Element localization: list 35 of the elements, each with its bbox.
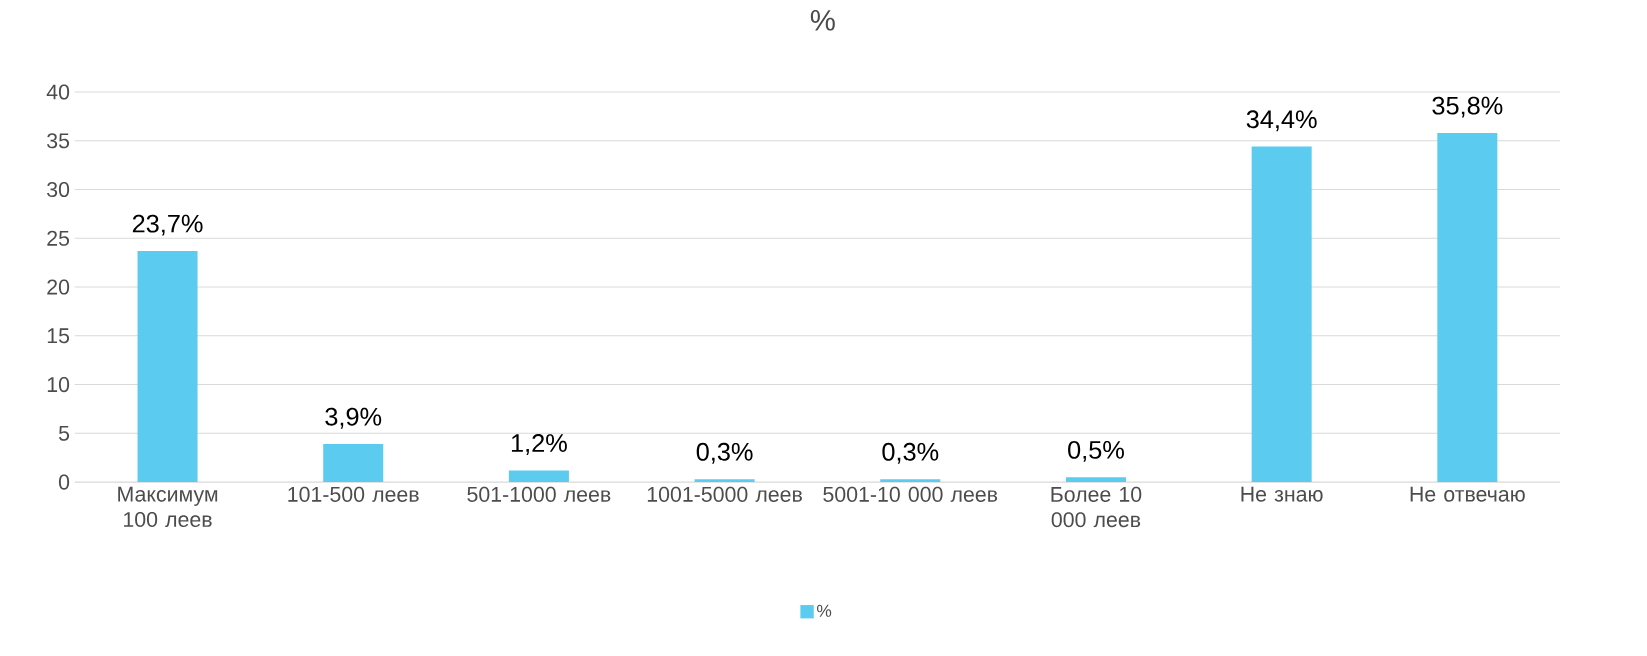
legend-label: % (817, 604, 832, 617)
data-label: 0,5% (1068, 440, 1124, 462)
bar (137, 250, 198, 483)
chart-title: % (810, 9, 835, 31)
x-tick-label: Не отвечаю (1410, 486, 1525, 502)
y-tick-label: 5 (58, 425, 70, 441)
bar (508, 470, 569, 483)
y-tick-label: 20 (47, 279, 70, 295)
y-tick-label: 15 (47, 328, 70, 344)
data-label: 0,3% (696, 442, 753, 464)
y-tick-label: 40 (46, 84, 70, 100)
x-tick-label: Не знаю (1241, 486, 1323, 502)
y-tick-label: 25 (47, 230, 70, 246)
x-tick-label: 101-500 леев (288, 486, 419, 502)
y-tick-label: 30 (47, 181, 70, 198)
x-tick-label: Максимум 100 леев (118, 486, 218, 527)
y-tick-label: 35 (47, 133, 70, 149)
x-tick-label: 1001-5000 леев (647, 486, 802, 502)
data-label: 3,9% (325, 407, 382, 429)
bar (323, 443, 384, 483)
y-tick-label: 0 (58, 474, 70, 490)
x-tick-label: Более 10 000 леев (1051, 486, 1142, 528)
data-label: 35,8% (1432, 96, 1503, 118)
x-tick-label: 5001-10 000 леев (823, 486, 998, 502)
data-label: 23,7% (132, 214, 203, 236)
bar (1251, 146, 1312, 483)
data-label: 1,2% (511, 434, 567, 455)
data-label: 0,3% (882, 442, 939, 464)
bar (880, 479, 941, 483)
bar (1437, 132, 1498, 483)
y-tick-label: 10 (47, 376, 70, 393)
data-label: 34,4% (1246, 110, 1317, 132)
x-tick-label: 501-1000 леев (467, 486, 611, 502)
bar (694, 479, 755, 483)
bar (1065, 477, 1126, 483)
